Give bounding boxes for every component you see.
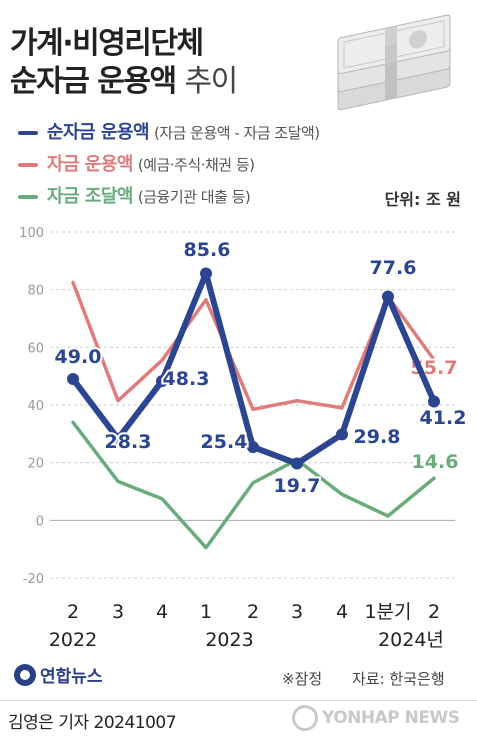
y-tick-label: 0 xyxy=(36,514,44,529)
data-label: 77.6 xyxy=(370,257,417,279)
data-point xyxy=(112,432,124,445)
data-label: 14.6 xyxy=(412,451,459,473)
data-point xyxy=(382,290,394,303)
x-tick-label: 1 xyxy=(200,601,212,623)
data-point xyxy=(200,267,212,280)
footer-divider xyxy=(0,700,477,701)
legend-note-sources: (금융기관 대출 등) xyxy=(137,188,251,206)
data-label: 25.4 xyxy=(201,431,248,453)
x-tick-label: 3 xyxy=(112,601,124,623)
chart-title-line1: 가계·비영리단체 xyxy=(10,26,204,61)
y-tick-label: 60 xyxy=(27,341,44,356)
legend-note-uses: (예금·주식·채권 등) xyxy=(137,156,255,174)
legend-name-net: 순자금 운용액 xyxy=(46,122,150,143)
x-year-label: 2023 xyxy=(205,629,253,651)
data-point xyxy=(291,457,303,470)
data-point xyxy=(428,395,440,408)
series-line xyxy=(71,420,436,550)
y-tick-label: -20 xyxy=(23,572,44,587)
reporter-credit: 김영은 기자 20241007 xyxy=(8,713,177,733)
legend-note-net: (자금 운용액 - 자금 조달액) xyxy=(153,124,320,142)
x-year-label: 2022 xyxy=(49,629,97,651)
data-label: 48.3 xyxy=(163,368,210,390)
x-tick-label: 2 xyxy=(247,601,259,623)
unit-label: 단위: 조 원 xyxy=(384,190,461,209)
x-tick-label: 4 xyxy=(336,601,348,623)
yonhap-watermark: YONHAP NEWS xyxy=(292,705,460,731)
data-label: 49.0 xyxy=(55,346,102,368)
x-tick-label: 2 xyxy=(67,601,79,623)
chart-title-light: 추이 xyxy=(184,64,239,99)
data-point xyxy=(156,375,168,388)
money-stack-icon xyxy=(337,14,451,111)
legend-swatch-net xyxy=(18,131,38,135)
data-point xyxy=(247,441,259,454)
data-point xyxy=(67,373,79,386)
x-tick-label: 2 xyxy=(428,601,440,623)
chart-title-line2: 순자금 운용액 추이 xyxy=(10,56,239,100)
legend-item-uses: 자금 운용액 (예금·주식·채권 등) xyxy=(18,150,255,176)
data-label: 28.3 xyxy=(105,431,152,453)
yonhap-logo-icon xyxy=(14,663,36,686)
yonhap-logo: 연합뉴스 xyxy=(14,662,103,687)
legend-swatch-sources xyxy=(18,195,38,199)
x-year-label: 2024년 xyxy=(378,629,444,651)
chart-title-bold: 순자금 운용액 xyxy=(10,64,177,99)
yonhap-logo-text: 연합뉴스 xyxy=(40,667,103,687)
data-label: 85.6 xyxy=(184,239,231,261)
yonhap-watermark-icon xyxy=(292,705,318,731)
x-tick-label: 1분기 xyxy=(364,601,411,623)
y-tick-label: 100 xyxy=(19,226,44,241)
data-label: 29.8 xyxy=(354,426,401,448)
preliminary-note: ※잠정 xyxy=(282,670,323,688)
y-tick-label: 40 xyxy=(27,399,44,414)
legend-name-sources: 자금 조달액 xyxy=(46,186,134,207)
x-tick-label: 4 xyxy=(156,601,168,623)
y-tick-label: 20 xyxy=(27,457,44,472)
data-label: 41.2 xyxy=(420,407,467,429)
legend-swatch-uses xyxy=(18,163,38,167)
legend-item-net: 순자금 운용액 (자금 운용액 - 자금 조달액) xyxy=(18,118,320,144)
legend-item-sources: 자금 조달액 (금융기관 대출 등) xyxy=(18,182,251,208)
legend-name-uses: 자금 운용액 xyxy=(46,154,134,175)
data-label: 19.7 xyxy=(274,475,321,497)
series-line xyxy=(71,280,436,412)
x-tick-label: 3 xyxy=(291,601,303,623)
y-tick-label: 80 xyxy=(27,284,44,299)
data-point xyxy=(336,428,348,441)
yonhap-watermark-text: YONHAP NEWS xyxy=(322,708,460,728)
source-note: 자료: 한국은행 xyxy=(352,670,445,688)
